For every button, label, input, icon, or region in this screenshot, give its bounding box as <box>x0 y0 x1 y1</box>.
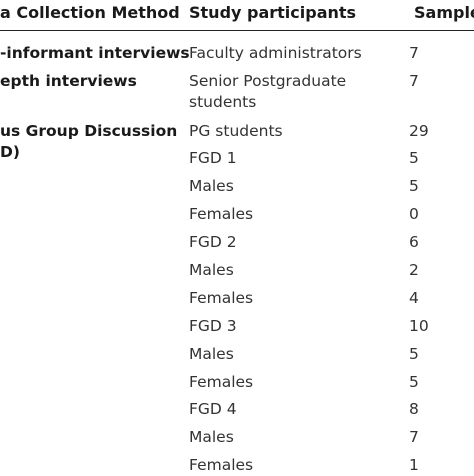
participant-cell: Males <box>189 345 234 363</box>
sample-cell: 7 <box>409 428 419 446</box>
method-in-depth: epth interviews <box>0 72 137 90</box>
sample-cell: 10 <box>409 317 429 335</box>
sample-cell: 5 <box>409 149 419 167</box>
participant-cell: PG students <box>189 122 283 140</box>
participant-cell: Faculty administrators <box>189 44 362 62</box>
participant-cell: Females <box>189 205 254 223</box>
header-participants: Study participants <box>189 3 357 22</box>
method-fgd: us Group Discussion <box>0 122 178 140</box>
participant-cell: Females <box>189 289 254 307</box>
participant-cell: FGD 1 <box>189 149 237 167</box>
sample-cell: 2 <box>409 261 419 279</box>
participant-cell: FGD 2 <box>189 233 237 251</box>
sample-cell: 1 <box>409 456 419 474</box>
sample-cell: 4 <box>409 289 419 307</box>
sample-cell: 6 <box>409 233 419 251</box>
sample-cell: 7 <box>409 72 419 90</box>
method-key-informant: -informant interviews <box>0 44 190 62</box>
participant-cell: Males <box>189 428 234 446</box>
header-sample: Sample <box>414 3 474 22</box>
participant-cell: FGD 4 <box>189 400 237 418</box>
participant-cell: FGD 3 <box>189 317 237 335</box>
sample-cell: 29 <box>409 122 429 140</box>
participant-cell: Males <box>189 261 234 279</box>
sample-cell: 7 <box>409 44 419 62</box>
sample-cell: 8 <box>409 400 419 418</box>
sample-cell: 0 <box>409 205 419 223</box>
participant-cell: Females <box>189 456 254 474</box>
sample-cell: 5 <box>409 373 419 391</box>
sample-cell: 5 <box>409 345 419 363</box>
sample-cell: 5 <box>409 177 419 195</box>
participant-cell: Males <box>189 177 234 195</box>
header-divider <box>0 30 474 31</box>
participant-cell: Females <box>189 373 254 391</box>
participant-cell: Senior Postgraduate <box>189 72 347 90</box>
participant-cell-line2: students <box>189 93 257 111</box>
header-method: a Collection Method <box>0 3 180 22</box>
method-fgd-abbrev: D) <box>0 143 20 161</box>
